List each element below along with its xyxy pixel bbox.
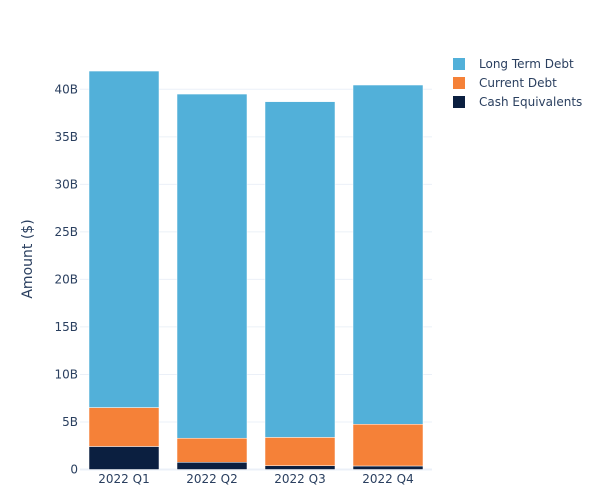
x-tick-label: 2022 Q1 xyxy=(98,472,149,486)
y-tick-label: 30B xyxy=(54,177,78,191)
y-axis-ticks: 0 5B 10B 15B 20B 25B 30B 35B 40B xyxy=(54,82,78,476)
bar-current-debt[interactable] xyxy=(352,424,424,467)
legend-swatch xyxy=(453,77,465,89)
bar-long-term-debt[interactable] xyxy=(352,84,424,425)
bar-current-debt[interactable] xyxy=(176,437,248,463)
legend-label: Long Term Debt xyxy=(479,57,574,71)
bar-cash-equivalents[interactable] xyxy=(176,462,248,470)
y-tick-label: 10B xyxy=(54,367,78,381)
legend-swatch xyxy=(453,96,465,108)
legend-item[interactable]: Long Term Debt xyxy=(453,57,574,71)
x-tick-label: 2022 Q2 xyxy=(186,472,237,486)
x-axis-ticks: 2022 Q1 2022 Q2 2022 Q3 2022 Q4 xyxy=(98,472,413,486)
y-axis-title: Amount ($) xyxy=(20,219,36,298)
bar-cash-equivalents[interactable] xyxy=(88,446,160,470)
bars xyxy=(88,70,424,470)
bar-current-debt[interactable] xyxy=(264,437,336,466)
legend-label: Current Debt xyxy=(479,76,557,90)
x-tick-label: 2022 Q4 xyxy=(362,472,413,486)
y-tick-label: 5B xyxy=(62,415,78,429)
y-tick-label: 40B xyxy=(54,82,78,96)
y-tick-label: 35B xyxy=(54,130,78,144)
y-tick-label: 25B xyxy=(54,225,78,239)
legend-item[interactable]: Cash Equivalents xyxy=(453,95,582,109)
bar-long-term-debt[interactable] xyxy=(176,93,248,439)
legend-swatch xyxy=(453,58,465,70)
bar-current-debt[interactable] xyxy=(88,407,160,447)
y-tick-label: 0 xyxy=(70,463,78,477)
bar-long-term-debt[interactable] xyxy=(88,70,160,408)
y-tick-label: 15B xyxy=(54,320,78,334)
legend-item[interactable]: Current Debt xyxy=(453,76,557,90)
x-tick-label: 2022 Q3 xyxy=(274,472,325,486)
bar-long-term-debt[interactable] xyxy=(264,101,336,438)
y-tick-label: 20B xyxy=(54,272,78,286)
legend-label: Cash Equivalents xyxy=(479,95,582,109)
bar-cash-equivalents[interactable] xyxy=(352,465,424,470)
legend: Long Term Debt Current Debt Cash Equivalen… xyxy=(453,57,582,109)
bar-cash-equivalents[interactable] xyxy=(264,465,336,470)
